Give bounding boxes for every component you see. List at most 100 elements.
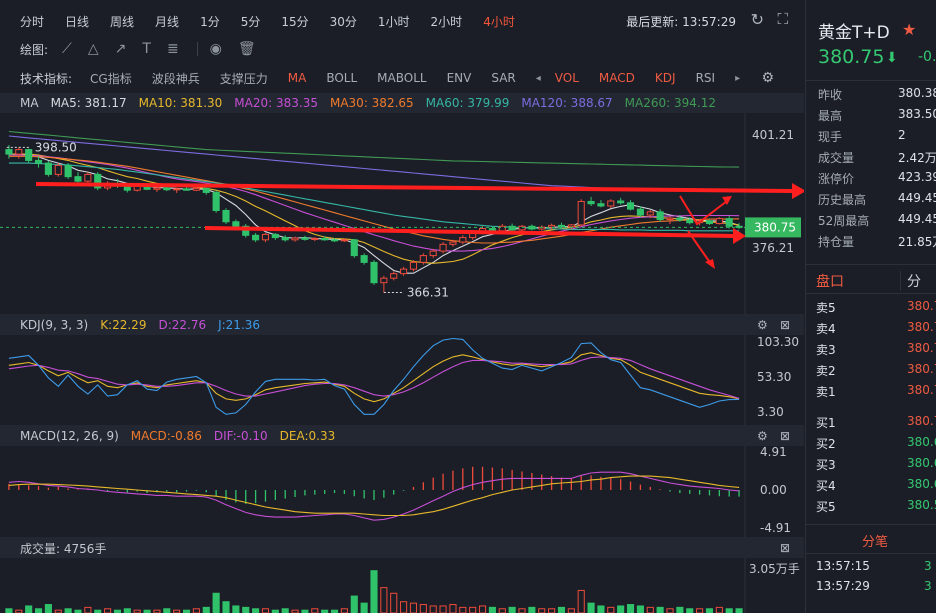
kline-chart[interactable]: 401.21 376.21 380.75 398.50 366.31 103.30 53.3… — [0, 0, 804, 613]
candle[interactable] — [44, 160, 52, 177]
candle[interactable] — [350, 238, 358, 258]
candle[interactable] — [370, 260, 378, 285]
bid-row[interactable]: 买2 380.6 — [806, 432, 936, 453]
scroll-right-icon[interactable]: ▸ — [735, 72, 741, 84]
candle[interactable] — [617, 197, 625, 205]
candle[interactable] — [34, 156, 43, 168]
candle[interactable] — [360, 253, 368, 265]
sub-indicator-tab[interactable]: KDJ — [654, 71, 676, 85]
trash-icon[interactable]: 🗑 — [237, 41, 256, 57]
candle[interactable] — [518, 224, 526, 232]
candle[interactable] — [330, 238, 339, 243]
candle[interactable] — [84, 172, 92, 184]
arrow-tool-icon[interactable]: ↗ — [114, 41, 127, 57]
bid-row[interactable]: 买5 380.5 — [806, 495, 936, 516]
candle[interactable] — [202, 186, 210, 195]
candle[interactable] — [5, 145, 13, 159]
candle[interactable] — [153, 186, 161, 192]
candle[interactable] — [705, 219, 714, 225]
candle[interactable] — [686, 217, 694, 225]
candle[interactable] — [212, 190, 220, 213]
candle[interactable] — [400, 266, 408, 276]
text-tool-icon[interactable]: T — [142, 41, 151, 57]
candle[interactable] — [64, 163, 72, 179]
candle[interactable] — [192, 187, 200, 192]
candle[interactable] — [538, 225, 546, 231]
candle[interactable] — [380, 275, 388, 293]
period-tab[interactable]: 周线 — [110, 14, 135, 29]
candle[interactable] — [94, 172, 102, 191]
ask-row[interactable]: 卖4 380.7 — [806, 317, 936, 338]
main-indicator-tab[interactable]: CG指标 — [90, 71, 132, 86]
candle[interactable] — [301, 235, 309, 241]
candle[interactable] — [449, 239, 457, 247]
candle[interactable] — [656, 209, 664, 222]
candle[interactable] — [666, 216, 674, 225]
tab-order-book[interactable]: 盘口 — [816, 274, 844, 290]
candle[interactable] — [439, 242, 447, 254]
candle[interactable] — [271, 233, 279, 240]
refresh-icon[interactable]: ↻ — [750, 10, 764, 29]
favorite-star-icon[interactable]: ★ — [902, 20, 917, 39]
sub-indicator-tab[interactable]: VOL — [554, 71, 579, 85]
candle[interactable] — [252, 233, 260, 243]
candle[interactable] — [340, 238, 348, 243]
candle[interactable] — [597, 200, 605, 208]
triangle-tool-icon[interactable]: △ — [87, 41, 99, 57]
period-tab[interactable]: 分时 — [20, 14, 45, 29]
bid-row[interactable]: 买1 380.7 — [806, 411, 936, 432]
candle[interactable] — [607, 199, 615, 209]
candle[interactable] — [577, 199, 585, 227]
scroll-left-icon[interactable]: ◂ — [535, 72, 541, 84]
candle[interactable] — [321, 236, 329, 241]
candle[interactable] — [567, 224, 575, 230]
candle[interactable] — [725, 215, 733, 229]
candle[interactable] — [242, 224, 250, 238]
ask-row[interactable]: 卖3 380.7 — [806, 338, 936, 359]
candle[interactable] — [409, 260, 418, 272]
main-indicator-tab[interactable]: SAR — [491, 71, 516, 85]
period-tab[interactable]: 4小时 — [483, 14, 515, 29]
candle[interactable] — [390, 271, 398, 281]
candle[interactable] — [222, 208, 230, 225]
line-tool-icon[interactable]: ⟋ — [62, 41, 72, 57]
candle[interactable] — [636, 206, 644, 218]
candle[interactable] — [291, 236, 299, 242]
candle[interactable] — [715, 217, 723, 225]
period-tab[interactable]: 1分 — [200, 14, 220, 29]
candle[interactable] — [173, 187, 181, 193]
indicator-settings-gear-icon[interactable]: ⚙ — [761, 70, 774, 86]
period-tab[interactable]: 15分 — [281, 14, 309, 29]
fullscreen-icon[interactable]: ⛶ — [777, 10, 788, 28]
fib-tool-icon[interactable]: ≣ — [166, 41, 179, 57]
main-indicator-tab[interactable]: 支撑压力 — [219, 71, 268, 86]
drawn-zigzag[interactable] — [679, 195, 728, 226]
candle[interactable] — [626, 200, 635, 211]
candle[interactable] — [548, 223, 556, 230]
candle[interactable] — [261, 233, 270, 243]
bid-row[interactable]: 买3 380.6 — [806, 453, 936, 474]
candle[interactable] — [25, 148, 33, 164]
main-indicator-tab[interactable]: MA — [287, 71, 307, 85]
ask-row[interactable]: 卖2 380.7 — [806, 359, 936, 380]
eye-icon[interactable]: ◉ — [209, 41, 222, 57]
period-tab[interactable]: 2小时 — [430, 14, 463, 29]
panel-settings-gear-icon[interactable]: ⚙ — [757, 429, 768, 443]
tab-ticks[interactable]: 分笔 — [862, 535, 889, 550]
main-indicator-tab[interactable]: 波段神兵 — [151, 71, 200, 86]
ask-row[interactable]: 卖1 380.7 — [806, 380, 936, 401]
candle[interactable] — [429, 248, 437, 258]
sub-indicator-tab[interactable]: RSI — [695, 71, 716, 85]
panel-close-icon[interactable]: ⊠ — [780, 429, 791, 443]
period-tab[interactable]: 1小时 — [377, 14, 410, 29]
drawn-lower-line[interactable] — [204, 226, 736, 238]
candle[interactable] — [281, 235, 289, 242]
drawn-upper-line[interactable] — [35, 182, 793, 193]
candle[interactable] — [557, 222, 566, 229]
main-indicator-tab[interactable]: MABOLL — [377, 71, 427, 85]
candle[interactable] — [419, 253, 427, 265]
ask-row[interactable]: 卖5 380.7 — [806, 296, 936, 317]
candle[interactable] — [676, 215, 684, 222]
candle[interactable] — [587, 196, 595, 206]
drawn-down-arrow[interactable] — [687, 230, 712, 265]
